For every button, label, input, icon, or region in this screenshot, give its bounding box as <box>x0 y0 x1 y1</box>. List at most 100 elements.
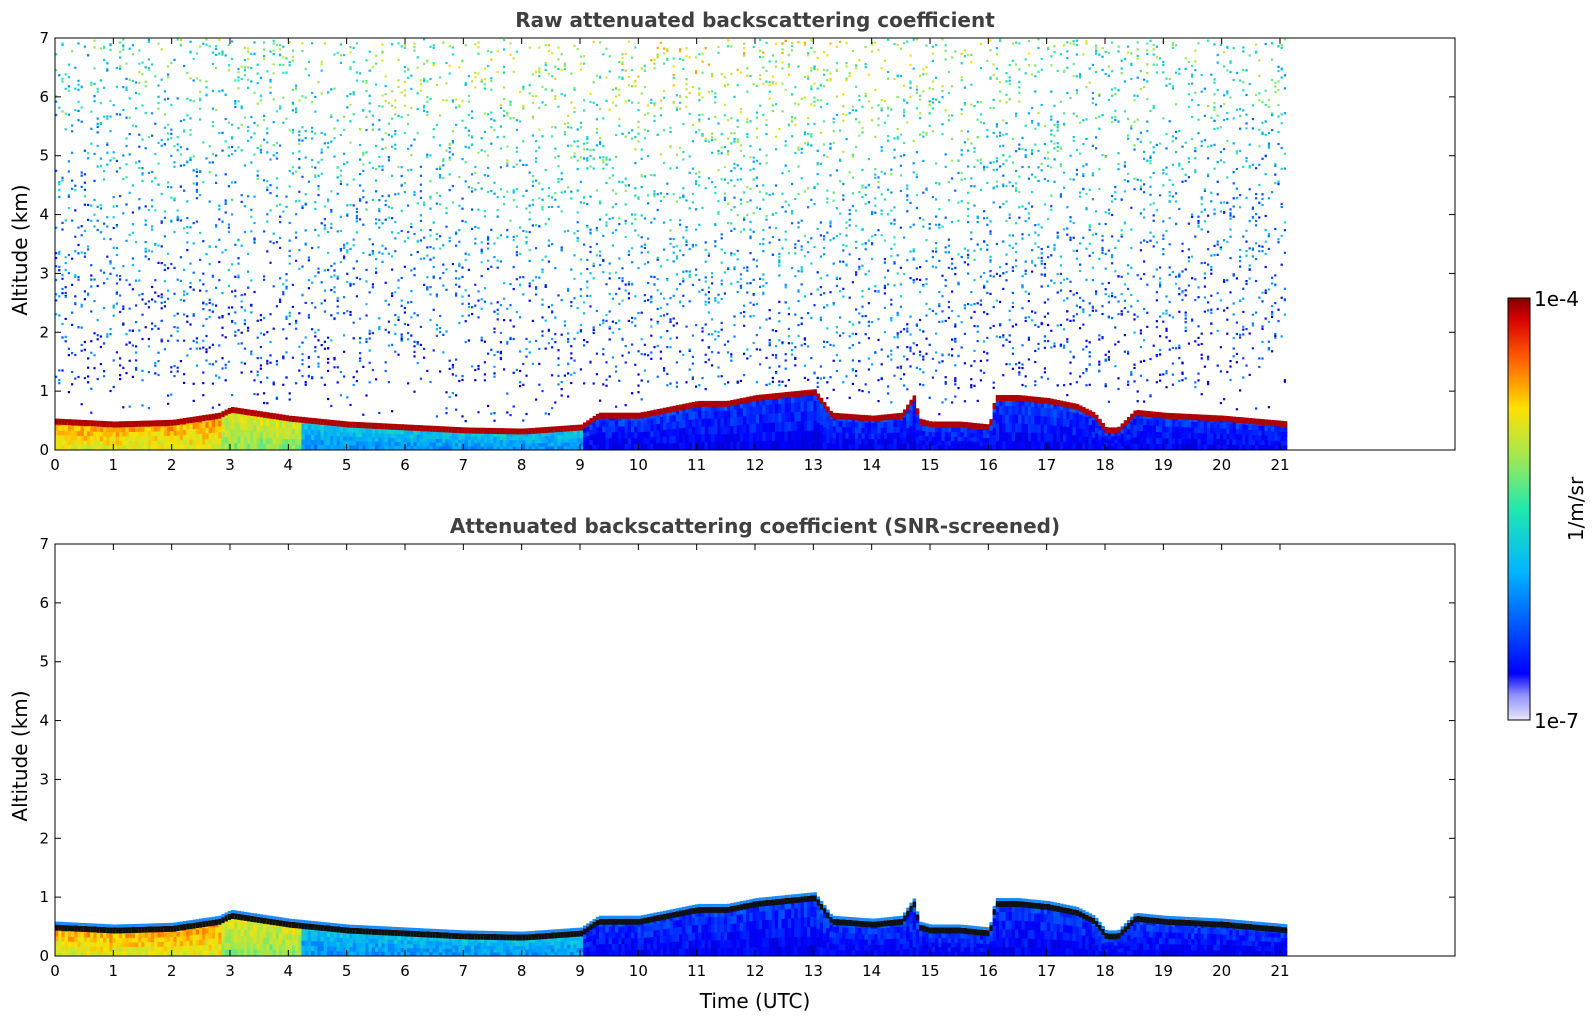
heatmap-cell <box>759 414 763 424</box>
heatmap-cell <box>759 405 763 415</box>
heatmap-cell <box>535 157 538 160</box>
heatmap-cell <box>365 394 368 397</box>
heatmap-cell <box>570 373 573 376</box>
heatmap-cell <box>144 420 149 427</box>
heatmap-cell <box>477 364 480 368</box>
heatmap-cell <box>119 67 122 70</box>
heatmap-cell <box>202 308 205 311</box>
heatmap-cell <box>573 446 577 451</box>
heatmap-cell <box>512 235 515 238</box>
heatmap-cell <box>125 116 128 119</box>
heatmap-cell <box>768 84 771 87</box>
heatmap-cell <box>378 155 381 159</box>
heatmap-cell <box>128 133 131 136</box>
heatmap-cell <box>333 440 337 446</box>
heatmap-cell <box>397 85 400 88</box>
heatmap-cell <box>656 277 659 281</box>
heatmap-cell <box>266 70 269 73</box>
heatmap-cell <box>576 159 579 162</box>
heatmap-cell <box>679 283 682 286</box>
heatmap-cell <box>464 252 467 255</box>
heatmap-cell <box>80 234 83 237</box>
heatmap-cell <box>717 293 720 296</box>
heatmap-cell <box>746 200 749 204</box>
heatmap-cell <box>701 134 704 138</box>
heatmap-cell <box>493 428 497 434</box>
heatmap-cell <box>605 158 608 161</box>
heatmap-cell <box>371 166 374 169</box>
heatmap-cell <box>576 434 581 439</box>
heatmap-cell <box>455 446 459 451</box>
heatmap-cell <box>237 407 241 414</box>
heatmap-cell <box>301 444 305 451</box>
heatmap-cell <box>176 445 181 451</box>
heatmap-cell <box>595 438 600 445</box>
heatmap-cell <box>352 428 357 434</box>
heatmap-cell <box>221 131 224 134</box>
heatmap-cell <box>698 223 701 226</box>
heatmap-cell <box>707 358 710 361</box>
heatmap-cell <box>64 291 67 294</box>
heatmap-cell <box>448 45 451 48</box>
heatmap-cell <box>58 440 62 446</box>
heatmap-cell <box>560 210 563 213</box>
heatmap-cell <box>336 427 341 433</box>
heatmap-cell <box>768 382 771 385</box>
heatmap-cell <box>311 445 315 451</box>
heatmap-cell <box>227 226 230 229</box>
heatmap-cell <box>400 338 403 341</box>
heatmap-cell <box>83 195 86 198</box>
heatmap-cell <box>435 167 438 171</box>
heatmap-cell <box>749 432 753 442</box>
heatmap-cell <box>397 58 400 61</box>
heatmap-cell <box>263 57 266 60</box>
heatmap-cell <box>698 171 701 174</box>
heatmap-cell <box>627 99 630 102</box>
heatmap-cell <box>419 228 422 231</box>
heatmap-cell <box>416 362 419 365</box>
heatmap-cell <box>442 160 445 163</box>
heatmap-cell <box>58 106 61 109</box>
heatmap-cell <box>442 351 445 354</box>
heatmap-cell <box>439 144 442 147</box>
heatmap-cell <box>285 57 288 60</box>
heatmap-cell <box>138 81 141 84</box>
heatmap-cell <box>336 275 339 278</box>
heatmap-cell <box>611 101 614 104</box>
heatmap-cell <box>112 445 117 451</box>
heatmap-cell <box>186 424 190 431</box>
heatmap-cell <box>531 73 534 76</box>
heatmap-cell <box>541 208 544 211</box>
heatmap-cell <box>109 99 112 103</box>
heatmap-cell <box>99 204 102 207</box>
heatmap-cell <box>234 416 238 424</box>
heatmap-cell <box>650 221 653 224</box>
heatmap-cell <box>426 286 429 289</box>
heatmap-cell <box>55 169 58 172</box>
heatmap-cell <box>663 297 666 300</box>
heatmap-cell <box>365 314 368 317</box>
heatmap-cell <box>311 91 314 95</box>
heatmap-cell <box>743 416 747 426</box>
heatmap-cell <box>736 398 741 405</box>
heatmap-cell <box>528 436 533 441</box>
heatmap-cell <box>631 392 634 395</box>
heatmap-cell <box>247 66 250 69</box>
heatmap-cell <box>442 164 445 167</box>
heatmap-cell <box>115 292 118 295</box>
heatmap-cell <box>656 320 659 323</box>
heatmap-cell <box>711 333 714 336</box>
heatmap-cell <box>77 426 81 432</box>
heatmap-cell <box>202 433 206 440</box>
heatmap-cell <box>333 436 337 442</box>
heatmap-cell <box>653 102 656 105</box>
heatmap-cell <box>112 216 115 219</box>
heatmap-cell <box>541 298 544 301</box>
heatmap-cell <box>698 426 702 435</box>
heatmap-cell <box>58 430 62 436</box>
heatmap-cell <box>589 361 592 364</box>
heatmap-cell <box>471 306 474 309</box>
heatmap-cell <box>640 420 645 427</box>
heatmap-cell <box>368 291 371 294</box>
heatmap-cell <box>215 413 219 420</box>
